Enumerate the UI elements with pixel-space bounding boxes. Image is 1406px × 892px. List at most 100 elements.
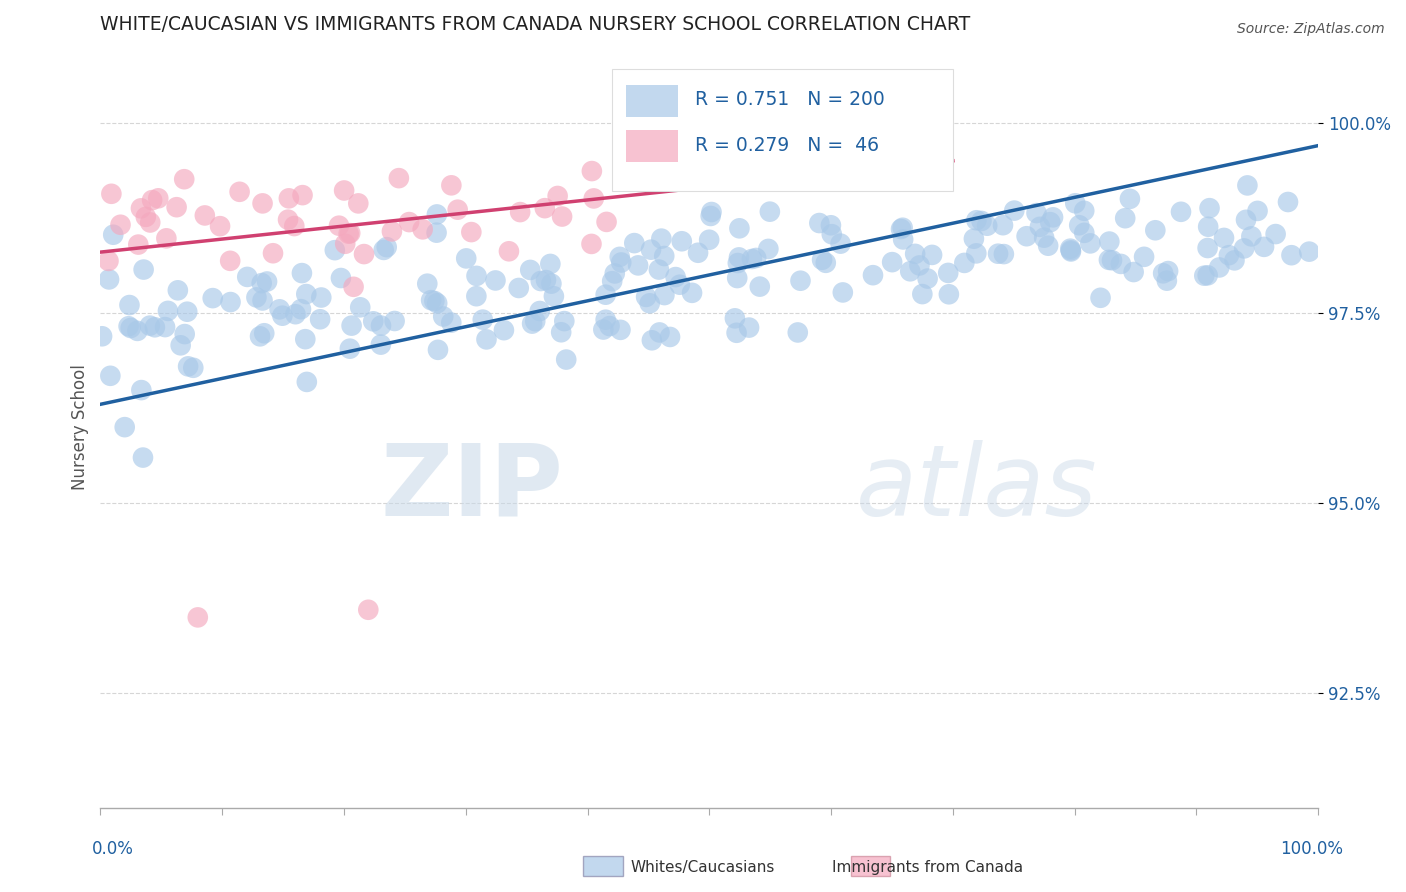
- Point: [1240, 229, 1263, 244]
- Point: [295, 287, 318, 301]
- Point: [1144, 223, 1167, 237]
- Point: [553, 314, 575, 328]
- Point: [1098, 252, 1121, 267]
- Point: [245, 290, 267, 304]
- Point: [456, 252, 478, 266]
- Point: [1264, 227, 1286, 241]
- Point: [595, 287, 617, 301]
- Point: [603, 267, 626, 281]
- Point: [139, 318, 162, 333]
- Point: [904, 247, 927, 261]
- Point: [284, 307, 307, 321]
- Point: [1060, 244, 1083, 258]
- Point: [991, 218, 1014, 232]
- Point: [811, 252, 834, 267]
- Point: [509, 205, 531, 219]
- Point: [127, 237, 149, 252]
- Point: [748, 279, 770, 293]
- Point: [135, 210, 157, 224]
- Point: [724, 311, 747, 326]
- Point: [176, 304, 198, 318]
- Point: [177, 359, 200, 374]
- Point: [529, 304, 551, 318]
- Point: [97, 254, 120, 268]
- Point: [1101, 253, 1123, 268]
- Point: [814, 256, 837, 270]
- Point: [908, 259, 931, 273]
- Point: [917, 271, 939, 285]
- Point: [970, 214, 993, 228]
- Point: [1073, 203, 1095, 218]
- Point: [492, 323, 515, 337]
- Point: [738, 320, 761, 334]
- Point: [727, 256, 749, 270]
- Point: [166, 200, 188, 214]
- Point: [143, 320, 166, 334]
- Point: [623, 236, 645, 251]
- Point: [475, 332, 498, 346]
- Point: [1246, 203, 1268, 218]
- Point: [699, 209, 721, 223]
- Point: [118, 298, 141, 312]
- Point: [756, 242, 779, 256]
- Point: [665, 270, 688, 285]
- Point: [530, 274, 553, 288]
- Point: [1253, 240, 1275, 254]
- Point: [347, 196, 370, 211]
- Point: [155, 231, 177, 245]
- Point: [600, 274, 623, 288]
- Point: [1069, 219, 1091, 233]
- Point: [993, 247, 1015, 261]
- Point: [533, 201, 555, 215]
- Text: ZIP: ZIP: [380, 440, 564, 536]
- Point: [440, 178, 463, 193]
- Point: [654, 288, 676, 302]
- Point: [1064, 196, 1087, 211]
- Point: [686, 245, 709, 260]
- FancyBboxPatch shape: [627, 130, 678, 162]
- Point: [388, 171, 411, 186]
- Point: [1197, 268, 1219, 283]
- Point: [201, 291, 224, 305]
- Point: [1298, 244, 1320, 259]
- Point: [98, 368, 121, 383]
- Point: [1197, 219, 1219, 234]
- Point: [831, 285, 853, 300]
- Point: [120, 321, 142, 335]
- Point: [381, 224, 404, 238]
- Point: [659, 330, 682, 344]
- Point: [1098, 235, 1121, 249]
- Point: [228, 185, 250, 199]
- Point: [114, 420, 136, 434]
- Point: [543, 289, 565, 303]
- Point: [987, 246, 1010, 260]
- Point: [830, 236, 852, 251]
- Point: [156, 304, 179, 318]
- Point: [808, 216, 831, 230]
- Point: [384, 314, 406, 328]
- Point: [1208, 260, 1230, 275]
- Point: [173, 327, 195, 342]
- Point: [1198, 201, 1220, 215]
- Point: [671, 234, 693, 248]
- Point: [638, 296, 661, 310]
- Point: [339, 342, 361, 356]
- Point: [337, 227, 360, 241]
- Point: [339, 226, 361, 240]
- Point: [581, 236, 603, 251]
- Point: [357, 603, 380, 617]
- Point: [595, 215, 617, 229]
- Point: [728, 251, 751, 265]
- Point: [117, 319, 139, 334]
- Point: [648, 326, 671, 340]
- Point: [745, 251, 768, 265]
- Point: [820, 219, 842, 233]
- Point: [329, 271, 352, 285]
- Point: [262, 246, 284, 260]
- Point: [1236, 178, 1258, 193]
- Point: [936, 266, 959, 280]
- Point: [898, 264, 921, 278]
- Point: [373, 243, 395, 257]
- Point: [129, 202, 152, 216]
- Point: [1109, 257, 1132, 271]
